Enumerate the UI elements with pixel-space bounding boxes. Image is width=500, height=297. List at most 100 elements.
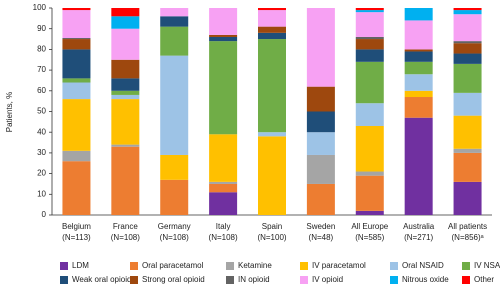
bar-segment bbox=[306, 8, 335, 87]
x-tick-count: (N=48) bbox=[309, 233, 334, 242]
y-tick-label: 40 bbox=[37, 127, 46, 136]
bar-segment bbox=[306, 183, 335, 215]
bar-segment bbox=[306, 154, 335, 184]
bar-segment bbox=[62, 99, 91, 151]
x-tick-count: (N=271) bbox=[404, 233, 433, 242]
bar-segment bbox=[111, 99, 140, 145]
bar-segment bbox=[111, 78, 140, 91]
legend-label: Other bbox=[474, 275, 494, 284]
bar-segment bbox=[111, 16, 140, 29]
y-tick-label: 90 bbox=[37, 24, 46, 33]
bar-segment bbox=[258, 132, 286, 137]
y-tick-label: 0 bbox=[42, 210, 47, 219]
bar-segment bbox=[209, 41, 238, 135]
x-tick-label: France bbox=[113, 222, 138, 231]
legend-label: IV NSAID bbox=[474, 261, 500, 270]
bar-segment bbox=[160, 8, 189, 17]
bar-segment bbox=[111, 146, 140, 215]
bar-segment bbox=[355, 12, 384, 37]
bar-segment bbox=[111, 8, 140, 17]
y-axis-label: Patients, % bbox=[5, 92, 14, 132]
x-tick-label: All patients bbox=[448, 222, 487, 231]
bar-segment bbox=[209, 183, 238, 193]
x-tick-count: (N=113) bbox=[62, 233, 91, 242]
x-tick-label: Spain bbox=[262, 222, 282, 231]
y-tick-label: 80 bbox=[37, 45, 46, 54]
y-tick-label: 20 bbox=[37, 169, 46, 178]
bar-segment bbox=[62, 161, 91, 215]
bar-segment bbox=[453, 43, 482, 54]
legend-label: Strong oral opioid bbox=[142, 275, 205, 284]
legend-swatch bbox=[226, 276, 234, 284]
bar-segment bbox=[62, 8, 91, 11]
bar-segment bbox=[258, 8, 286, 11]
bar-segment bbox=[62, 10, 91, 39]
bar-segment bbox=[453, 152, 482, 182]
bar-segment bbox=[62, 78, 91, 83]
bar-segment bbox=[209, 8, 238, 35]
x-tick-label: Germany bbox=[158, 222, 191, 231]
bar-segment bbox=[160, 16, 189, 27]
bar-segment bbox=[404, 51, 433, 62]
bar-segment bbox=[355, 49, 384, 62]
legend-label: LDM bbox=[72, 261, 89, 270]
bar-segment bbox=[404, 61, 433, 75]
x-tick-count: (N=585) bbox=[355, 233, 384, 242]
bar-segment bbox=[355, 103, 384, 126]
y-tick-label: 100 bbox=[33, 3, 47, 12]
bar-segment bbox=[160, 154, 189, 180]
bar-segment bbox=[453, 8, 482, 11]
legend-label: IV opioid bbox=[312, 275, 343, 284]
x-tick-count: (N=100) bbox=[257, 233, 286, 242]
bar-segment bbox=[355, 210, 384, 215]
bar-segment bbox=[160, 55, 189, 155]
bar-segment bbox=[209, 192, 238, 215]
legend-label: Nitrous oxide bbox=[402, 275, 449, 284]
bar-segment bbox=[258, 26, 286, 33]
bar-segment bbox=[355, 39, 384, 50]
bar-segment bbox=[306, 132, 335, 155]
y-tick-label: 60 bbox=[37, 86, 46, 95]
bar-segment bbox=[62, 150, 91, 162]
x-tick-count: (N=108) bbox=[111, 233, 140, 242]
legend-swatch bbox=[462, 262, 470, 270]
bar-segment bbox=[62, 39, 91, 50]
x-tick-label: Sweden bbox=[306, 222, 335, 231]
bar-segment bbox=[306, 111, 335, 133]
bar-segment bbox=[111, 144, 140, 147]
bar-segment bbox=[453, 41, 482, 44]
bar-segment bbox=[404, 8, 433, 21]
bar-segment bbox=[111, 59, 140, 79]
y-tick-label: 70 bbox=[37, 65, 46, 74]
bar-segment bbox=[209, 34, 238, 37]
x-tick-count: (N=108) bbox=[209, 233, 238, 242]
bar-segment bbox=[404, 97, 433, 118]
legend-swatch bbox=[390, 262, 398, 270]
legend-label: IN opioid bbox=[238, 275, 270, 284]
bar-segment bbox=[355, 10, 384, 13]
legend-swatch bbox=[60, 276, 68, 284]
x-tick-label: Italy bbox=[216, 222, 231, 231]
bar-segment bbox=[355, 125, 384, 172]
bar-segment bbox=[160, 179, 189, 215]
legend-label: Oral paracetamol bbox=[142, 261, 204, 270]
bar-segment bbox=[355, 175, 384, 211]
bar-segment bbox=[62, 38, 91, 40]
bar-segment bbox=[258, 32, 286, 40]
legend-swatch bbox=[130, 276, 138, 284]
y-tick-label: 30 bbox=[37, 148, 46, 157]
bar-segment bbox=[258, 10, 286, 27]
legend-swatch bbox=[130, 262, 138, 270]
bar-segment bbox=[209, 134, 238, 182]
y-tick-label: 10 bbox=[37, 189, 46, 198]
y-tick-label: 50 bbox=[37, 107, 46, 116]
bar-segment bbox=[404, 49, 433, 52]
bar-segment bbox=[355, 8, 384, 11]
bar-segment bbox=[404, 20, 433, 50]
bar-segment bbox=[355, 61, 384, 104]
bar-segment bbox=[453, 181, 482, 215]
bar-segment bbox=[355, 36, 384, 40]
bar-segment bbox=[258, 136, 286, 215]
legend-swatch bbox=[60, 262, 68, 270]
